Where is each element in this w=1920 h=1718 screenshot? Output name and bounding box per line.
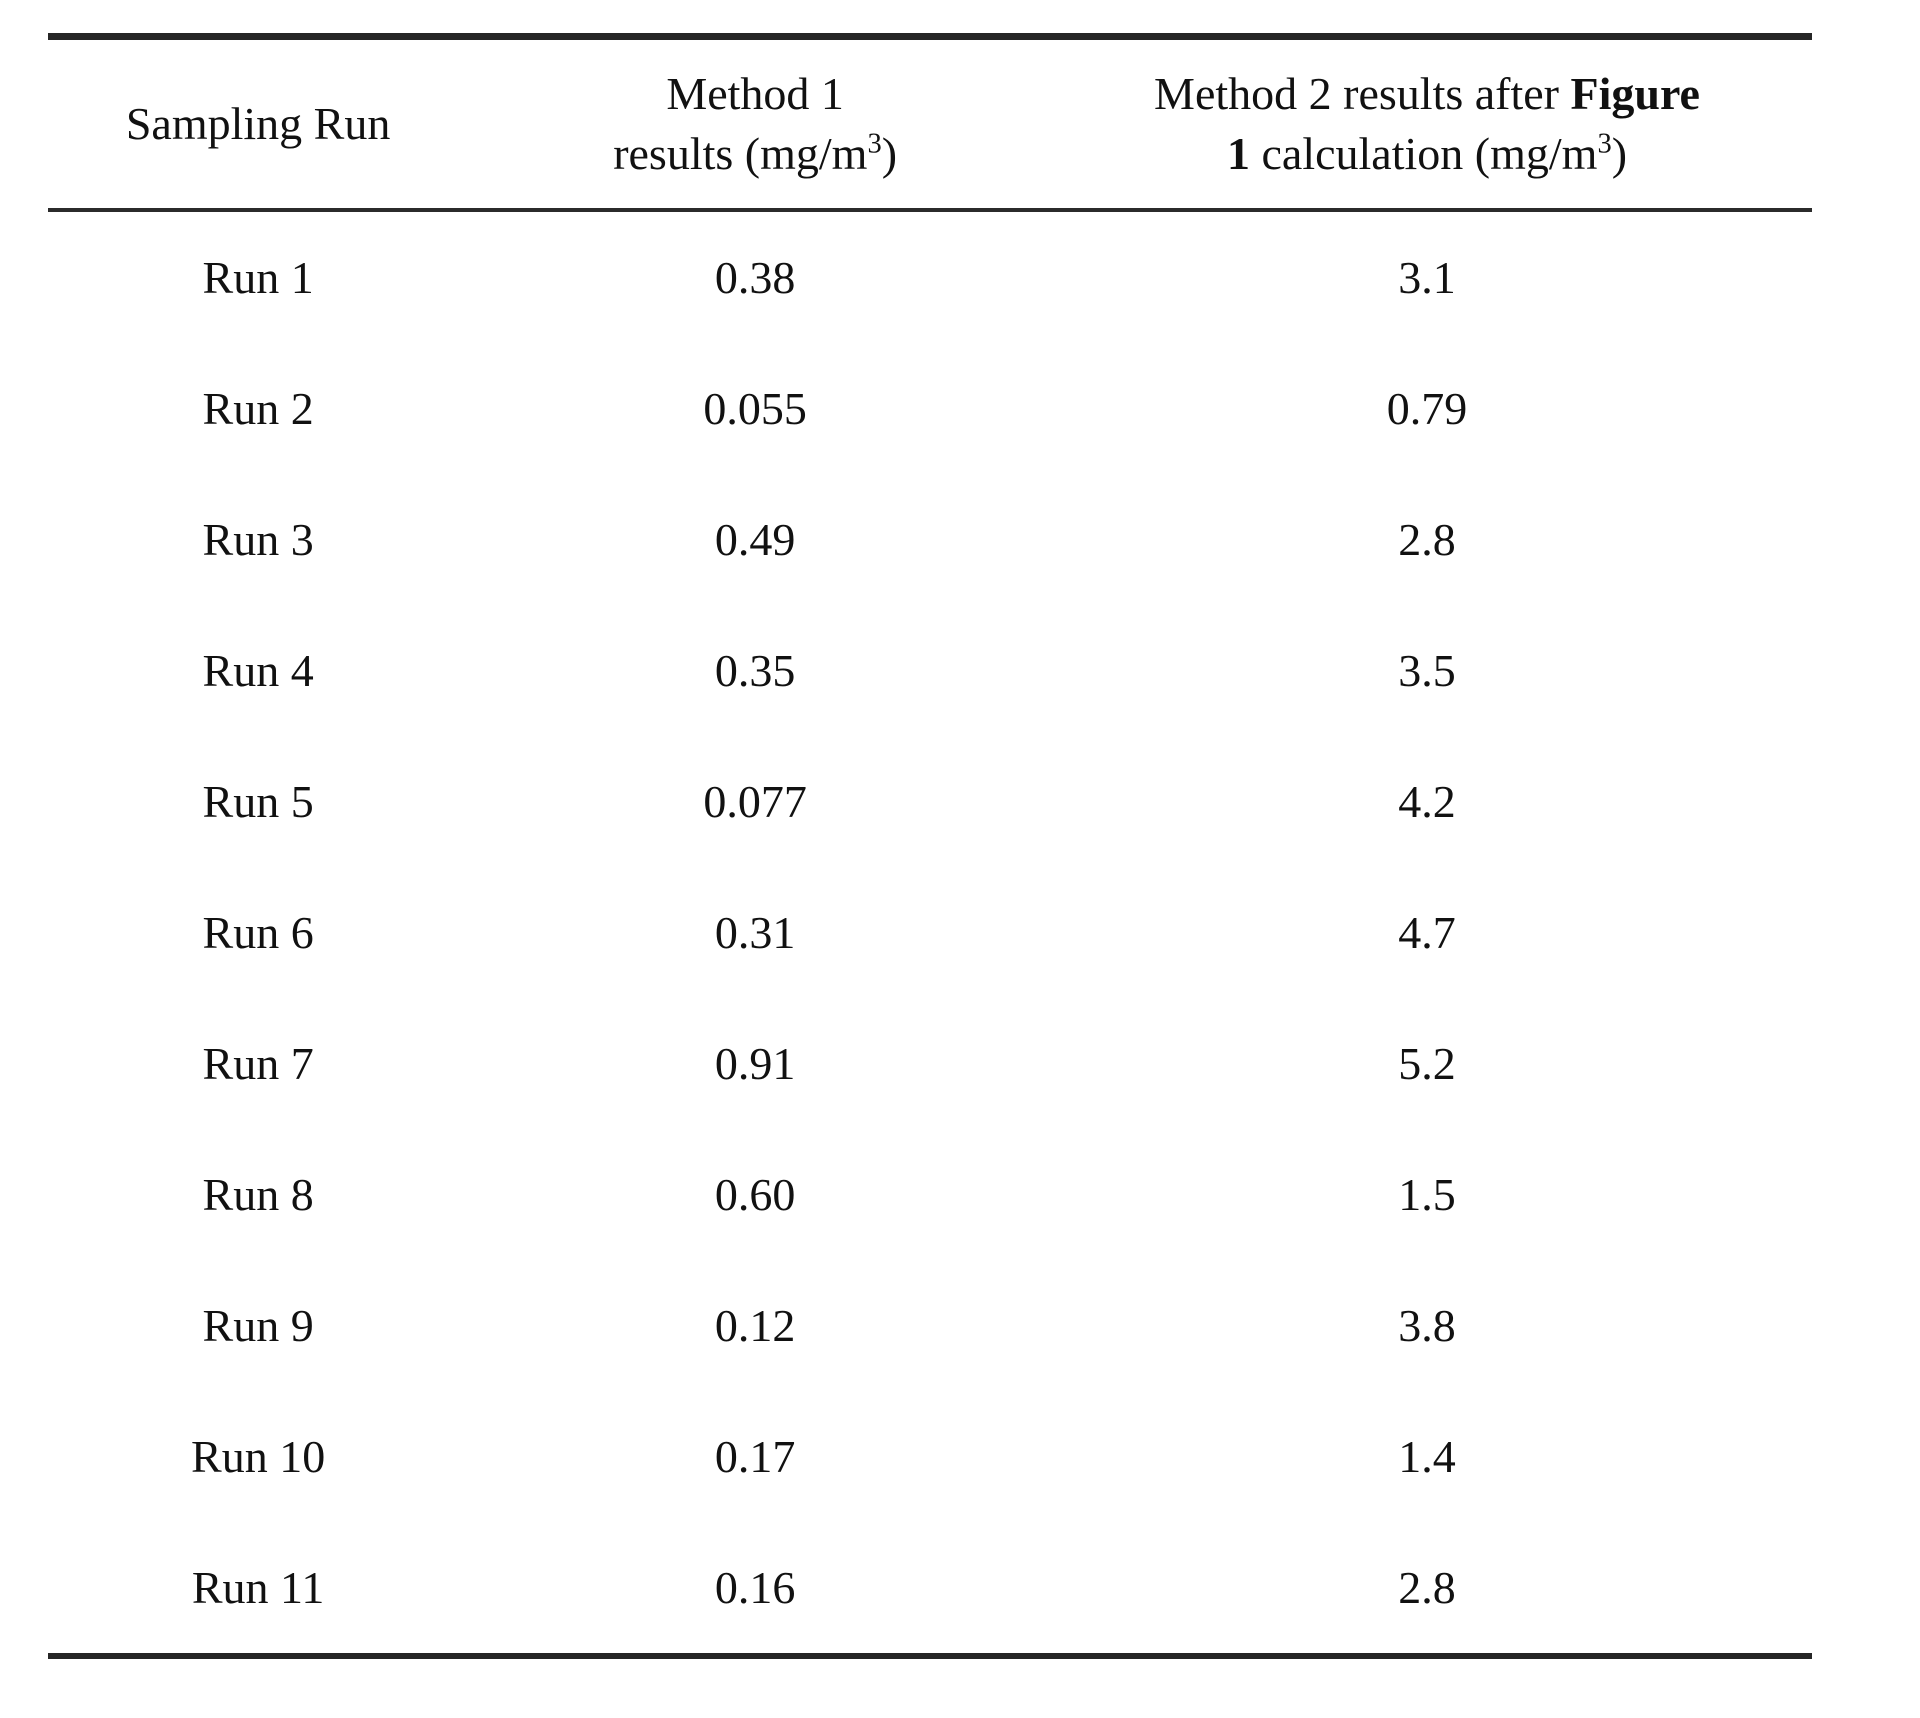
method2-value: 4.2	[1398, 776, 1456, 827]
header-method1: Method 1 results (mg/m3)	[468, 37, 1042, 211]
run-label: Run 1	[202, 252, 314, 303]
method2-value: 2.8	[1398, 1562, 1456, 1613]
method1-value: 0.35	[714, 645, 796, 696]
table-row: Run 11 0.16 2.8	[48, 1522, 1812, 1656]
method1-value: 0.16	[714, 1562, 796, 1613]
header-method2-line2: calculation (mg/m	[1249, 128, 1598, 179]
run-label: Run 3	[202, 514, 314, 565]
run-label: Run 2	[202, 383, 314, 434]
header-method2-line2-close: )	[1611, 128, 1628, 179]
results-table-body: Run 1 0.38 3.1 Run 2 0.055 0.79 Run 3 0.…	[48, 210, 1812, 1656]
run-label: Run 5	[202, 776, 314, 827]
run-label: Run 10	[191, 1431, 326, 1482]
method1-value: 0.17	[714, 1431, 796, 1482]
method2-value: 1.4	[1398, 1431, 1456, 1482]
method1-value: 0.38	[714, 252, 796, 303]
method2-value: 0.79	[1386, 383, 1468, 434]
table-row: Run 9 0.12 3.8	[48, 1260, 1812, 1391]
run-label: Run 4	[202, 645, 314, 696]
run-label: Run 11	[191, 1562, 325, 1613]
method1-value: 0.60	[714, 1169, 796, 1220]
table-row: Run 3 0.49 2.8	[48, 474, 1812, 605]
table-row: Run 1 0.38 3.1	[48, 210, 1812, 343]
method2-value: 2.8	[1398, 514, 1456, 565]
header-method1-line1: Method 1	[666, 68, 844, 120]
table-row: Run 5 0.077 4.2	[48, 736, 1812, 867]
method2-value: 5.2	[1398, 1038, 1456, 1089]
run-label: Run 8	[202, 1169, 314, 1220]
header-sampling-run-label: Sampling Run	[125, 98, 391, 150]
method2-value: 3.1	[1398, 252, 1456, 303]
table-row: Run 4 0.35 3.5	[48, 605, 1812, 736]
method2-value: 3.8	[1398, 1300, 1456, 1351]
header-method2-figure-ref: Figure	[1570, 68, 1700, 120]
method1-value: 0.077	[703, 776, 807, 827]
table-row: Run 10 0.17 1.4	[48, 1391, 1812, 1522]
header-method2-superscript: 3	[1597, 128, 1612, 160]
table-row: Run 2 0.055 0.79	[48, 343, 1812, 474]
header-row: Sampling Run Method 1 results (mg/m3) Me…	[48, 37, 1812, 211]
table-row: Run 8 0.60 1.5	[48, 1129, 1812, 1260]
method1-value: 0.055	[703, 383, 807, 434]
header-method1-line2: results (mg/m	[613, 128, 868, 179]
run-label: Run 9	[202, 1300, 314, 1351]
method1-value: 0.31	[714, 907, 796, 958]
method2-value: 3.5	[1398, 645, 1456, 696]
method2-value: 1.5	[1398, 1169, 1456, 1220]
header-method1-superscript: 3	[867, 128, 882, 160]
method1-value: 0.49	[714, 514, 796, 565]
header-method2: Method 2 results after Figure 1 calculat…	[1042, 37, 1812, 211]
method2-value: 4.7	[1398, 907, 1456, 958]
table-row: Run 6 0.31 4.7	[48, 867, 1812, 998]
method1-value: 0.12	[714, 1300, 796, 1351]
table-header: Sampling Run Method 1 results (mg/m3) Me…	[48, 37, 1812, 211]
run-label: Run 7	[202, 1038, 314, 1089]
header-sampling-run: Sampling Run	[48, 37, 468, 211]
header-method2-line1: Method 2 results after	[1154, 68, 1571, 120]
run-label: Run 6	[202, 907, 314, 958]
method1-value: 0.91	[714, 1038, 796, 1089]
sampling-results-table: Sampling Run Method 1 results (mg/m3) Me…	[48, 33, 1812, 1659]
header-method2-figure-num: 1	[1226, 128, 1250, 179]
table-row: Run 7 0.91 5.2	[48, 998, 1812, 1129]
header-method1-line2-close: )	[881, 128, 898, 179]
